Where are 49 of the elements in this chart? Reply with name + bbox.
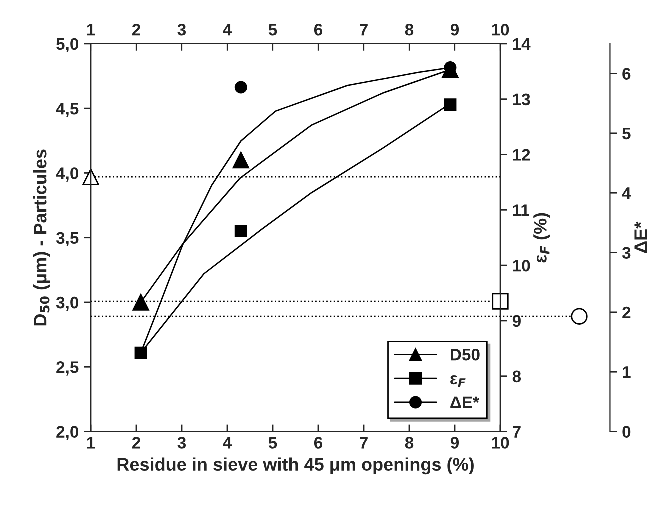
x2-tick-label: 5: [268, 24, 278, 36]
y-tick-label: 3,5: [56, 232, 79, 246]
x2-tick-label: 10: [492, 24, 510, 36]
y3-tick-label: 5: [622, 128, 631, 140]
x2-tick-label: 2: [132, 24, 140, 36]
x-tick-label: 10: [492, 437, 510, 449]
y-tick-label: 2,0: [56, 426, 79, 440]
y3-tick-label: 1: [623, 366, 631, 378]
y3-tick-label: 6: [622, 68, 631, 80]
y-tick-label: 5,0: [56, 38, 79, 53]
x-tick-label: 4: [223, 437, 232, 449]
legend-label: D50: [451, 348, 480, 361]
x2-tick-label: 6: [314, 24, 323, 36]
x-tick-label: 9: [450, 437, 460, 449]
y3-tick-label: 0: [622, 426, 631, 438]
y3-tick-label: 3: [622, 247, 631, 259]
y-tick-label: 4,5: [56, 103, 79, 118]
x2-tick-label: 8: [405, 24, 414, 36]
x-tick-label: 6: [314, 437, 323, 449]
y-tick-label: 3,0: [56, 296, 79, 312]
x-tick-label: 3: [178, 437, 186, 449]
y2-tick-label: 7: [513, 426, 521, 438]
x2-tick-label: 9: [450, 24, 460, 36]
x2-tick-label: 7: [360, 24, 368, 36]
y3-tick-label: 4: [622, 188, 632, 200]
y2-tick-label: 14: [513, 38, 531, 50]
legend-label: ΔE*: [450, 396, 480, 408]
legend-label: ε$_{F}$: [450, 375, 466, 388]
y3-tick-label: 2: [622, 306, 631, 318]
y2-axis-title: ε$_{F}$ (%): [534, 213, 550, 263]
x-axis-title: Residue in sieve with 45 μm openings (%): [118, 458, 474, 475]
x-tick-label: 7: [360, 437, 368, 449]
x-tick-label: 8: [405, 437, 414, 449]
y2-tick-label: 10: [513, 260, 530, 272]
y2-tick-label: 12: [513, 149, 530, 161]
y-axis-title: D$_{50}$ (μm) - Particules: [34, 150, 50, 326]
y3-axis-title: ΔE*: [634, 222, 648, 254]
x2-tick-label: 3: [178, 24, 186, 36]
x2-tick-label: 4: [223, 24, 232, 36]
y2-tick-label: 13: [513, 94, 530, 106]
y2-tick-label: 9: [512, 315, 521, 328]
y2-tick-label: 11: [513, 204, 530, 216]
x-tick-label: 1: [87, 437, 96, 449]
x-tick-label: 2: [132, 437, 140, 449]
y-tick-label: 4,0: [56, 168, 79, 182]
x2-tick-label: 1: [87, 24, 96, 36]
x-tick-label: 5: [268, 437, 278, 449]
y2-tick-label: 8: [512, 370, 522, 383]
y-tick-label: 2,5: [56, 362, 79, 376]
